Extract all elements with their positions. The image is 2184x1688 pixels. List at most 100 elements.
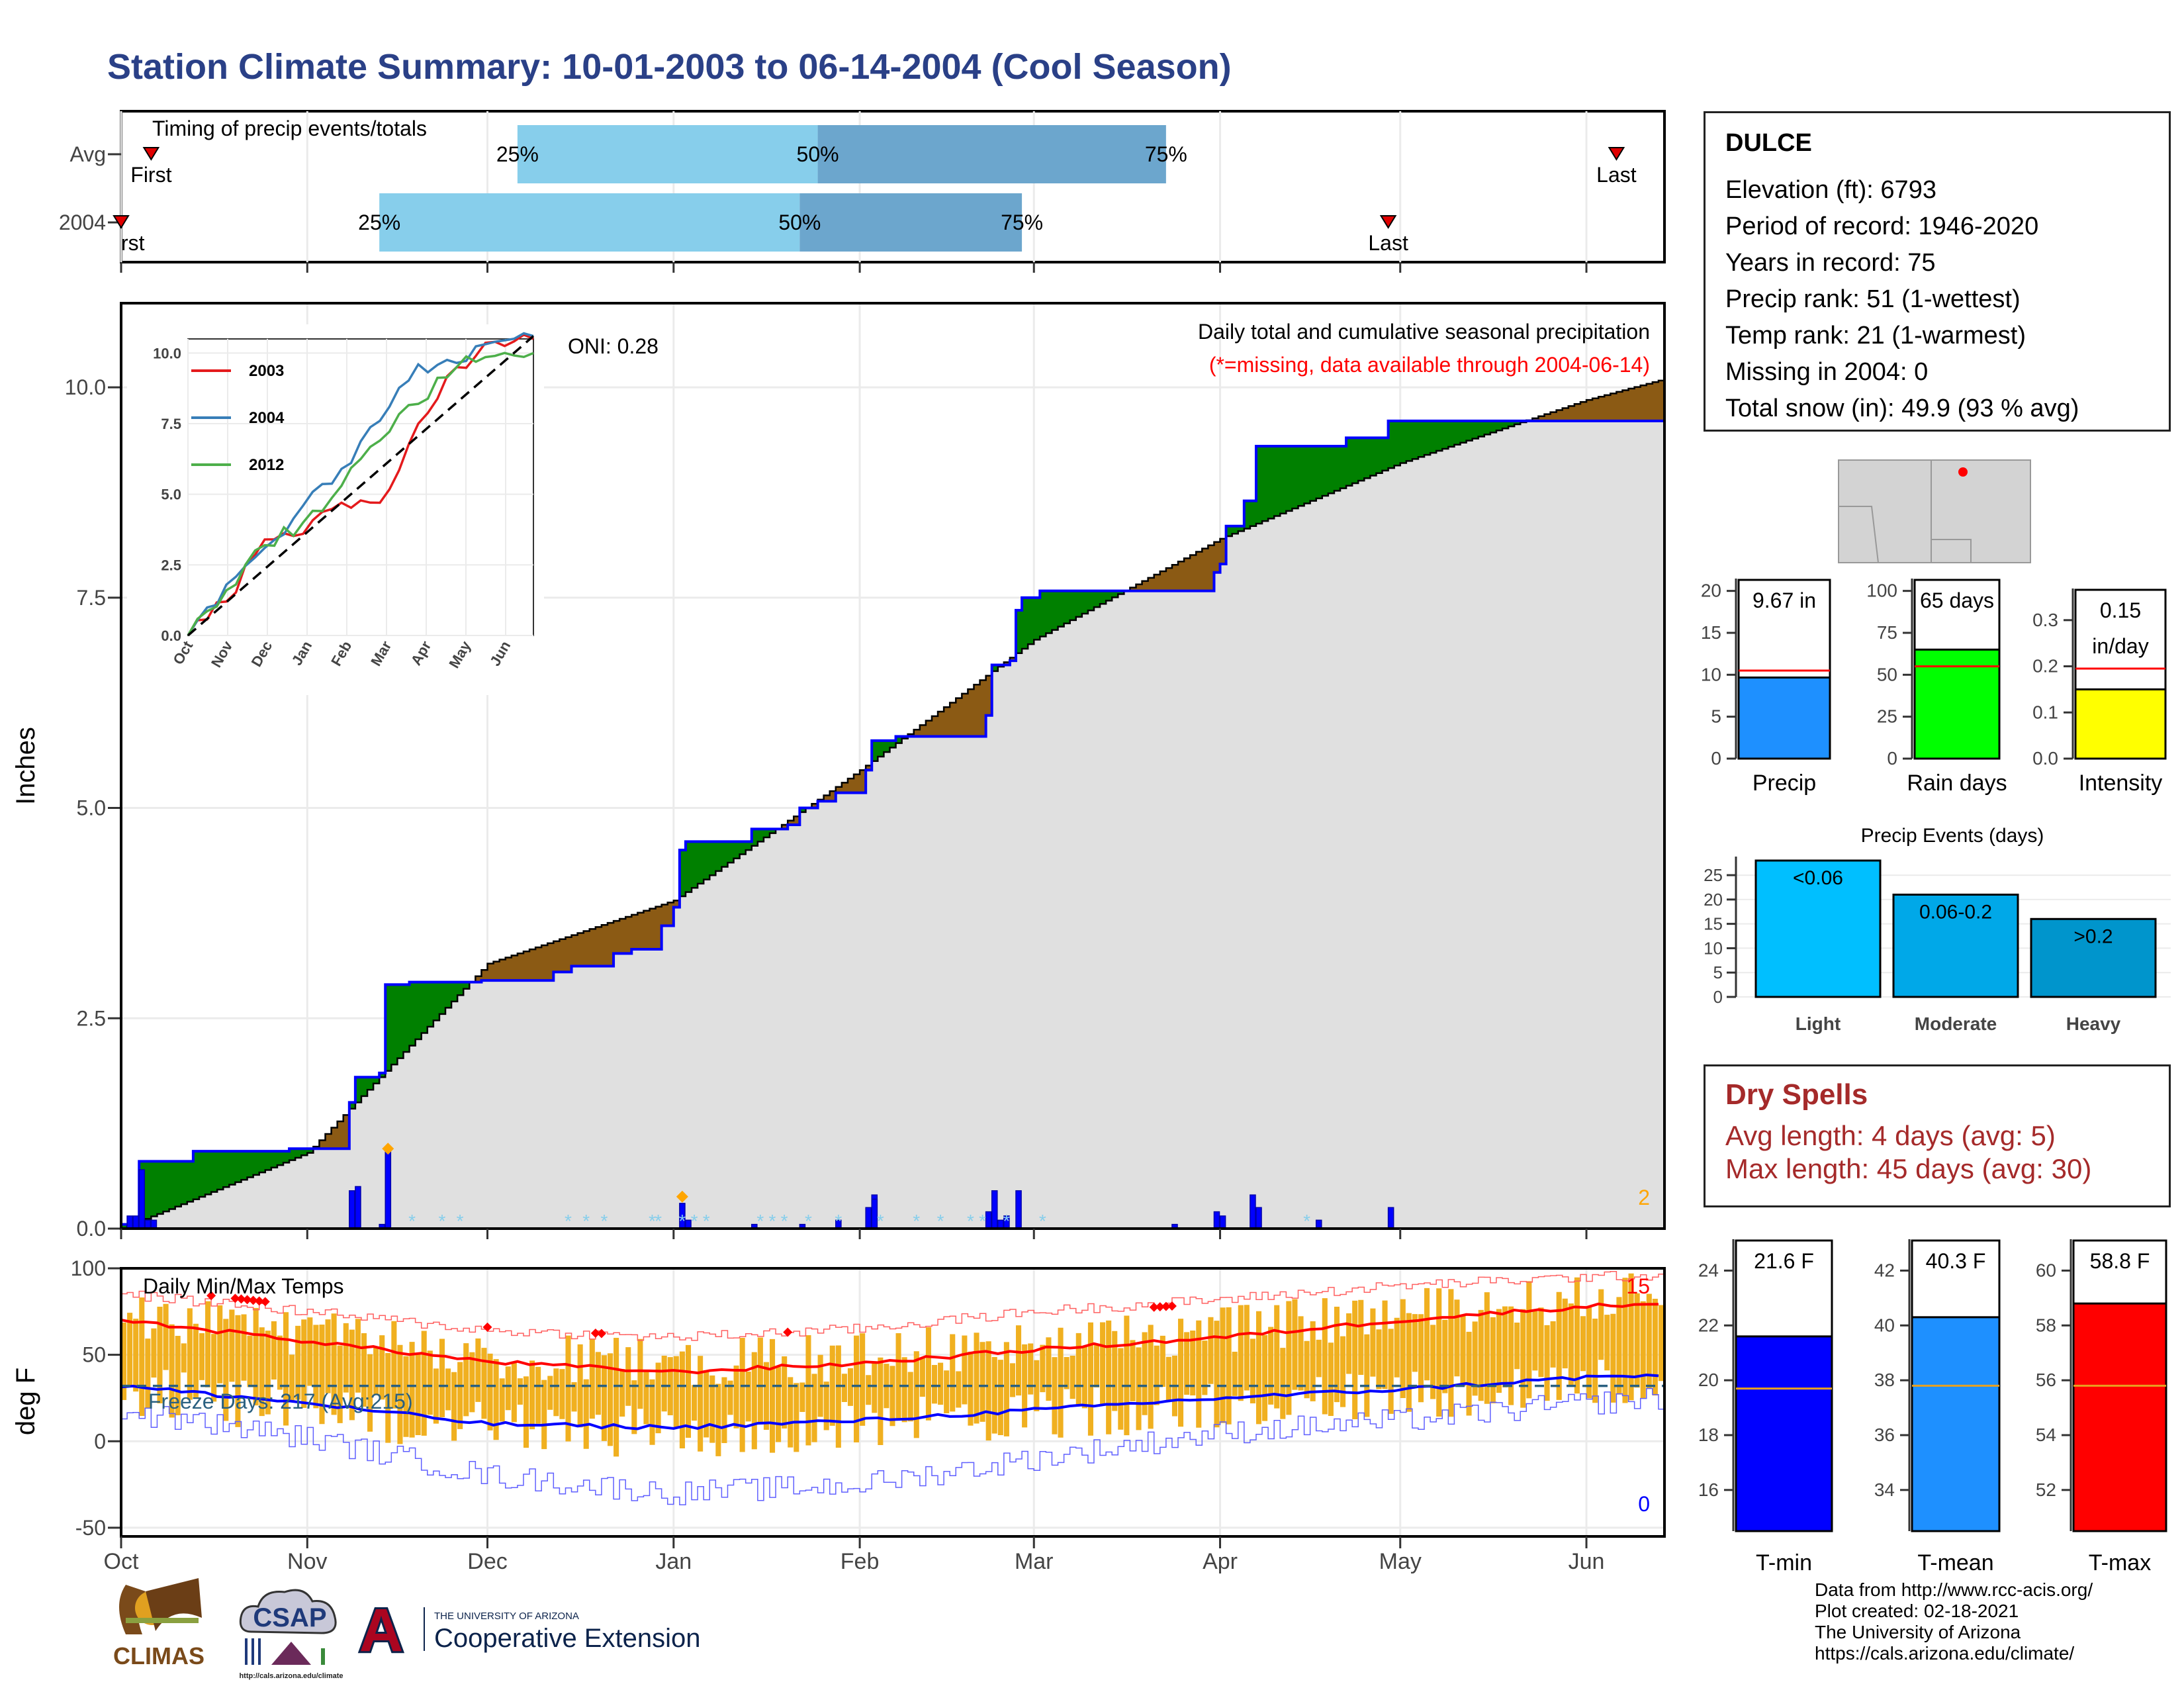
temp-xtick-label: Mar xyxy=(1015,1549,1054,1574)
ua-small-text: THE UNIVERSITY OF ARIZONA xyxy=(434,1611,579,1622)
temp-panel-frame xyxy=(120,1267,1666,1538)
precip-events-category-label: Light xyxy=(1796,1013,1841,1034)
snow-asterisk: * xyxy=(979,1211,986,1231)
climas-logo-text: CLIMAS xyxy=(113,1642,205,1669)
snow-asterisk: * xyxy=(565,1211,572,1231)
snow-asterisk: * xyxy=(805,1211,812,1231)
precip_total-ytick-label: 20 xyxy=(1701,581,1721,601)
precip_total-ytick-label: 0 xyxy=(1711,748,1721,769)
rain_days-ytick-label: 50 xyxy=(1877,664,1897,684)
rain_days-ytick-label: 0 xyxy=(1887,748,1897,769)
intensity-ytick-label: 0.2 xyxy=(2032,656,2058,677)
precip-events-value-label: >0.2 xyxy=(2073,925,2113,947)
timing-pct-label: 75% xyxy=(1145,142,1187,166)
record-high-count: 15 xyxy=(1626,1274,1650,1298)
temp-xtick-label: Feb xyxy=(841,1549,880,1574)
tmean-ytick-label: 36 xyxy=(1874,1425,1895,1445)
timing-first-marker xyxy=(113,215,130,229)
temp-ytick-label: 0 xyxy=(94,1429,106,1453)
precip-ytick-label: 0.0 xyxy=(77,1217,106,1241)
temp-xtick-label: Jan xyxy=(655,1549,692,1574)
record-low-count: 0 xyxy=(1638,1492,1650,1516)
snow-asterisk: * xyxy=(457,1211,464,1231)
temp-xtick-label: Oct xyxy=(104,1549,139,1574)
snow-asterisk: * xyxy=(649,1211,656,1231)
station-temp-rank: Temp rank: 21 (1-warmest) xyxy=(1725,322,2026,350)
timing-first-label: First xyxy=(130,163,171,187)
precip-events-category-label: Heavy xyxy=(2066,1013,2121,1034)
precip_total-ytick-label: 5 xyxy=(1711,706,1721,727)
inset-ytick-label: 10.0 xyxy=(153,345,181,361)
precip-events-ytick-label: 25 xyxy=(1704,865,1723,885)
daily-precip-bar xyxy=(1250,1194,1256,1229)
daily-precip-bar xyxy=(138,1169,146,1229)
university-of-arizona-logo: A THE UNIVERSITY OF ARIZONA Cooperative … xyxy=(357,1602,700,1666)
daily-precip-bar xyxy=(126,1215,133,1229)
tmean-value-label: 40.3 F xyxy=(1926,1249,1986,1273)
tmean-bar xyxy=(1911,1316,2001,1532)
inset-ytick-label: 2.5 xyxy=(161,557,181,573)
daily-precip-bar xyxy=(1219,1215,1226,1229)
timing-first-label: rst xyxy=(121,231,145,255)
precip-events-value-label: <0.06 xyxy=(1793,867,1843,889)
average-cumulative-area xyxy=(121,380,1664,1229)
timing-first-marker xyxy=(142,147,160,161)
snow-asterisk: * xyxy=(769,1211,776,1231)
record-high-marker xyxy=(230,1293,240,1303)
station-location-marker xyxy=(1958,467,1968,477)
daily-precip-bar xyxy=(1213,1211,1220,1229)
snow-asterisk: * xyxy=(781,1211,788,1231)
timing-bar-25-50 xyxy=(517,125,818,183)
csap-logo-url: http://cals.arizona.edu/climate xyxy=(239,1672,343,1680)
tmean-ytick-label: 34 xyxy=(1874,1479,1895,1500)
temp-ytick-label: 100 xyxy=(71,1256,106,1280)
daily-precip-bar xyxy=(991,1190,998,1229)
csap-logo-text: CSAP xyxy=(253,1603,326,1632)
precip_total-bar xyxy=(1737,677,1831,760)
state-map-border xyxy=(1931,539,2030,563)
snow-asterisk: * xyxy=(600,1211,608,1231)
snow-asterisk: * xyxy=(756,1211,764,1231)
precip-events-category-label: Moderate xyxy=(1915,1013,1997,1034)
temp-xtick-label: May xyxy=(1379,1549,1422,1574)
footer-line: https://cals.arizona.edu/climate/ xyxy=(1815,1643,2075,1664)
inset-ytick-label: 0.0 xyxy=(161,628,181,644)
tmax-ytick-label: 52 xyxy=(2036,1479,2056,1500)
daily-precip-bar xyxy=(385,1148,392,1229)
daily-precip-bar xyxy=(865,1207,872,1229)
tmin-bar xyxy=(1735,1335,1833,1532)
tmin-category-label: T-min xyxy=(1756,1550,1812,1575)
intensity-category-label: Intensity xyxy=(2079,771,2163,796)
precip_total-ytick-label: 15 xyxy=(1701,622,1721,643)
tmax-ytick-label: 60 xyxy=(2036,1260,2056,1280)
tmin-ytick-label: 20 xyxy=(1698,1370,1719,1390)
tmin-ytick-label: 22 xyxy=(1698,1315,1719,1335)
snow-asterisk: * xyxy=(408,1211,416,1231)
dry-spells-avg: Avg length: 4 days (avg: 5) xyxy=(1725,1120,2056,1151)
snow-asterisk: * xyxy=(678,1211,686,1231)
tmax-ytick-label: 56 xyxy=(2036,1370,2056,1390)
station-missing: Missing in 2004: 0 xyxy=(1725,358,1929,386)
footer-credits: Data from http://www.rcc-acis.org/ Plot … xyxy=(1815,1579,2093,1664)
snow-asterisk: * xyxy=(913,1211,920,1231)
inset-ytick-label: 5.0 xyxy=(161,487,181,503)
snow-asterisk: * xyxy=(835,1211,842,1231)
timing-bar-25-50 xyxy=(379,193,800,252)
precip-events-value-label: 0.06-0.2 xyxy=(1919,902,1992,923)
timing-pct-label: 50% xyxy=(778,211,821,234)
precip_total-category-label: Precip xyxy=(1752,771,1816,796)
daily-precip-bar xyxy=(355,1186,361,1229)
record-high-marker xyxy=(248,1295,258,1305)
state-map xyxy=(1838,459,2031,563)
snow-asterisk: * xyxy=(877,1211,884,1231)
ua-big-text: Cooperative Extension xyxy=(434,1624,700,1653)
record-high-marker xyxy=(1161,1301,1171,1311)
record-high-marker xyxy=(242,1295,252,1305)
inset-ytick-label: 7.5 xyxy=(161,416,181,432)
intensity-ytick-label: 0.1 xyxy=(2032,702,2058,722)
dry-spells-box: Dry Spells Avg length: 4 days (avg: 5) M… xyxy=(1704,1064,2171,1207)
record-high-marker xyxy=(590,1328,600,1338)
timing-pct-label: 25% xyxy=(358,211,400,234)
inset-average-line xyxy=(187,335,535,637)
daily-precip-bar xyxy=(985,1211,992,1229)
